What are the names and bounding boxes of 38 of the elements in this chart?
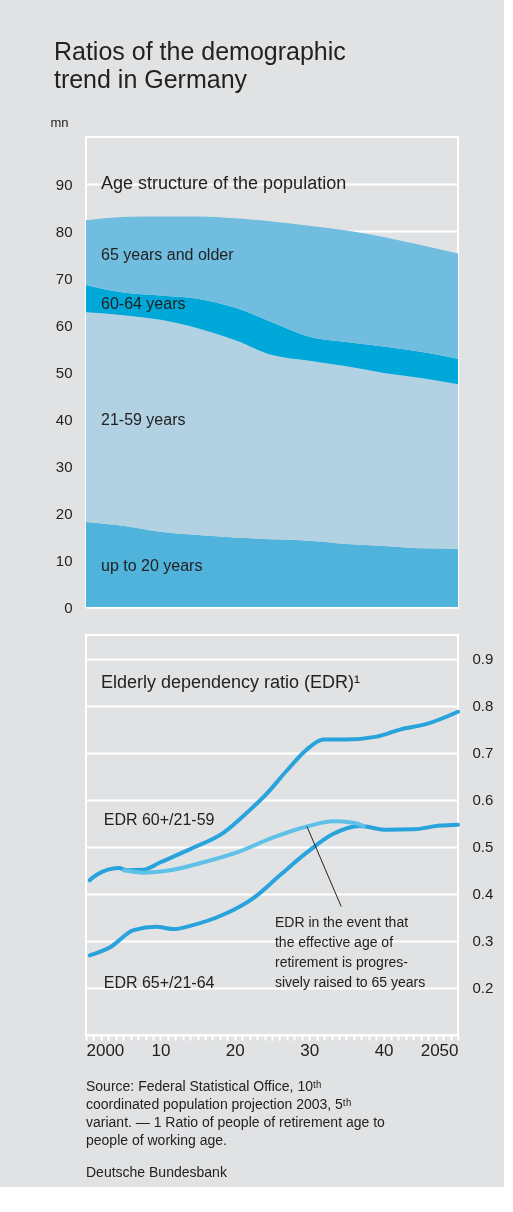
source-note: Source: Federal Statistical Office, 10ᵗʰ coordinated population projection 2003, 5ᵗʰ variant. — 1 Ratio of people of retirement age to people of working age.: [86, 1078, 386, 1148]
y-tick-label: 20: [55, 504, 73, 522]
x-tick-label: 2000: [86, 1040, 125, 1060]
line-series: [87, 709, 460, 883]
text: Age structure of the population: [101, 173, 347, 193]
text: Elderly dependency ratio (EDR)¹: [101, 671, 361, 692]
x-tick-label: 30: [300, 1040, 320, 1060]
y-tick-label: 10: [55, 551, 73, 569]
y-tick-label: 60: [55, 316, 73, 334]
x-tick-label: 2050: [420, 1040, 459, 1060]
y-tick-label: 50: [55, 363, 73, 381]
y-tick-label: 0: [64, 598, 73, 616]
text: Deutsche Bundesbank: [86, 1164, 228, 1180]
y-tick-label: 0.8: [472, 697, 494, 715]
series-label: EDR 65+/21-64: [103, 974, 215, 992]
y-tick-label: 0.2: [472, 979, 494, 997]
y-tick-label: 0.9: [472, 650, 494, 668]
y-tick-label: 0.6: [472, 791, 494, 809]
series-label: 21-59 years: [101, 411, 186, 429]
y-axis-title: mn: [50, 114, 69, 130]
y-tick-label: 30: [55, 457, 73, 475]
x-tick-label: 40: [374, 1040, 394, 1060]
x-tick-label: 20: [225, 1040, 245, 1060]
y-tick-label: 0.3: [472, 932, 494, 950]
series-label: 65 years and older: [101, 245, 235, 263]
y-tick-label: 90: [55, 175, 73, 193]
y-tick-label: 0.4: [472, 885, 494, 903]
y-tick-label: 0.5: [472, 838, 494, 856]
annotation: EDR in the event that the effective age of retirement is progres- sively raised to 65 years: [274, 913, 426, 990]
series-label: EDR 60+/21-59: [103, 811, 215, 829]
series-label: 60-64 years: [101, 294, 186, 312]
y-tick-label: 0.7: [472, 744, 494, 762]
chart-title: Ratios of the demographic trend in Germany: [53, 37, 346, 93]
x-tick-label: 10: [151, 1040, 171, 1060]
series-label: up to 20 years: [101, 557, 203, 575]
y-tick-label: 40: [55, 410, 73, 428]
y-tick-label: 70: [55, 269, 73, 287]
y-tick-label: 80: [55, 222, 73, 240]
